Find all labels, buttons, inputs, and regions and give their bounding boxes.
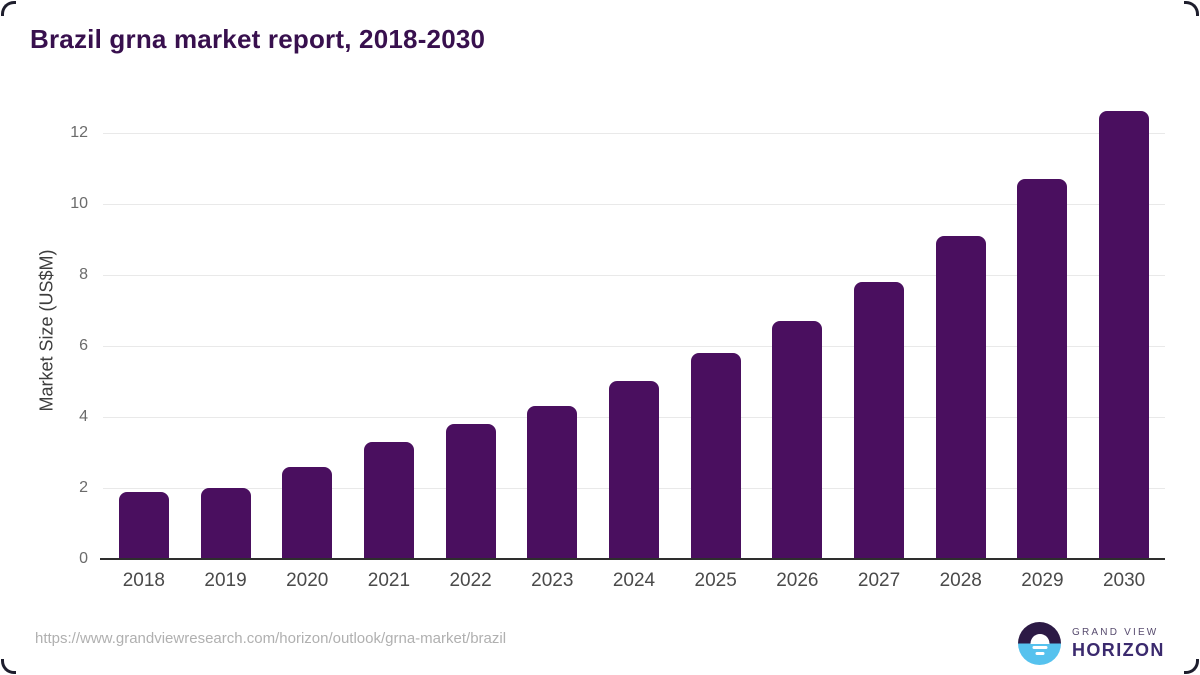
bar-slot-2018 bbox=[103, 99, 185, 559]
xtick-label-2022: 2022 bbox=[449, 570, 492, 591]
bar-2018 bbox=[118, 491, 169, 559]
bar-2027 bbox=[854, 281, 905, 559]
logo-text: GRAND VIEW HORIZON bbox=[1072, 627, 1165, 661]
xtick-label-2019: 2019 bbox=[204, 570, 247, 591]
card-corner-top-left bbox=[1, 1, 16, 16]
bar-2030 bbox=[1099, 111, 1150, 559]
ytick-label-10: 10 bbox=[70, 194, 88, 212]
plot-area bbox=[103, 99, 1165, 559]
bar-series bbox=[103, 99, 1165, 559]
xtick-label-2025: 2025 bbox=[694, 570, 737, 591]
bar-slot-2023 bbox=[511, 99, 593, 559]
xtick-label-2023: 2023 bbox=[531, 570, 574, 591]
bar-slot-2019 bbox=[185, 99, 267, 559]
xtick-label-2021: 2021 bbox=[367, 570, 411, 591]
card-corner-bottom-left bbox=[1, 659, 16, 674]
bar-2019 bbox=[200, 487, 251, 559]
bar-2028 bbox=[935, 235, 986, 559]
bar-2024 bbox=[608, 381, 659, 559]
gridline-y-10 bbox=[103, 203, 1165, 205]
x-axis-line bbox=[100, 558, 1165, 560]
logo-brand-line1: GRAND VIEW bbox=[1072, 626, 1159, 638]
gridline-y-12 bbox=[103, 132, 1165, 134]
bar-2025 bbox=[690, 352, 741, 559]
card-corner-bottom-right bbox=[1184, 659, 1199, 674]
bar-slot-2029 bbox=[1002, 99, 1084, 559]
sun-shape bbox=[1030, 633, 1049, 644]
chart-title: Brazil grna market report, 2018-2030 bbox=[30, 24, 486, 54]
xtick-label-2027: 2027 bbox=[857, 570, 901, 591]
xtick-label-2018: 2018 bbox=[122, 570, 165, 591]
bar-2026 bbox=[772, 321, 823, 559]
xtick-label-2028: 2028 bbox=[939, 570, 982, 591]
bar-2029 bbox=[1017, 178, 1068, 559]
bar-2020 bbox=[282, 466, 333, 559]
bar-slot-2021 bbox=[348, 99, 430, 559]
grand-view-horizon-logo: GRAND VIEW HORIZON bbox=[1018, 622, 1165, 665]
bar-slot-2020 bbox=[266, 99, 348, 559]
xtick-label-2030: 2030 bbox=[1102, 570, 1146, 591]
sun-reflection-line bbox=[1035, 652, 1044, 655]
xtick-label-2026: 2026 bbox=[776, 570, 819, 591]
xtick-label-2024: 2024 bbox=[612, 570, 656, 591]
x-axis-tick-labels: 2018 2019 2020 2021 2022 2023 2024 2025 2026 2027… bbox=[103, 570, 1165, 592]
xtick-label-2029: 2029 bbox=[1021, 570, 1064, 591]
source-url: https://www.grandviewresearch.com/horizo… bbox=[35, 630, 507, 647]
bar-slot-2024 bbox=[593, 99, 675, 559]
bar-slot-2022 bbox=[430, 99, 512, 559]
bar-2023 bbox=[527, 406, 578, 559]
bar-slot-2026 bbox=[757, 99, 839, 559]
xtick-label-2020: 2020 bbox=[286, 570, 329, 591]
bar-2021 bbox=[363, 441, 414, 559]
ytick-label-0: 0 bbox=[79, 550, 88, 567]
bar-2022 bbox=[445, 424, 496, 559]
ytick-label-12: 12 bbox=[70, 123, 88, 141]
bar-slot-2028 bbox=[920, 99, 1002, 559]
ytick-label-8: 8 bbox=[79, 265, 88, 283]
gridline-y-8 bbox=[103, 274, 1165, 276]
bar-slot-2027 bbox=[838, 99, 920, 559]
bar-slot-2025 bbox=[675, 99, 757, 559]
gridline-y-6 bbox=[103, 345, 1165, 347]
ytick-label-6: 6 bbox=[79, 336, 88, 354]
bar-slot-2030 bbox=[1083, 99, 1165, 559]
horizon-sun-icon bbox=[1018, 622, 1061, 665]
sun-reflection-line bbox=[1032, 646, 1047, 649]
ytick-label-2: 2 bbox=[79, 478, 88, 496]
ytick-label-4: 4 bbox=[79, 407, 88, 425]
card-corner-top-right bbox=[1184, 1, 1199, 16]
logo-brand-line2: HORIZON bbox=[1072, 639, 1165, 660]
